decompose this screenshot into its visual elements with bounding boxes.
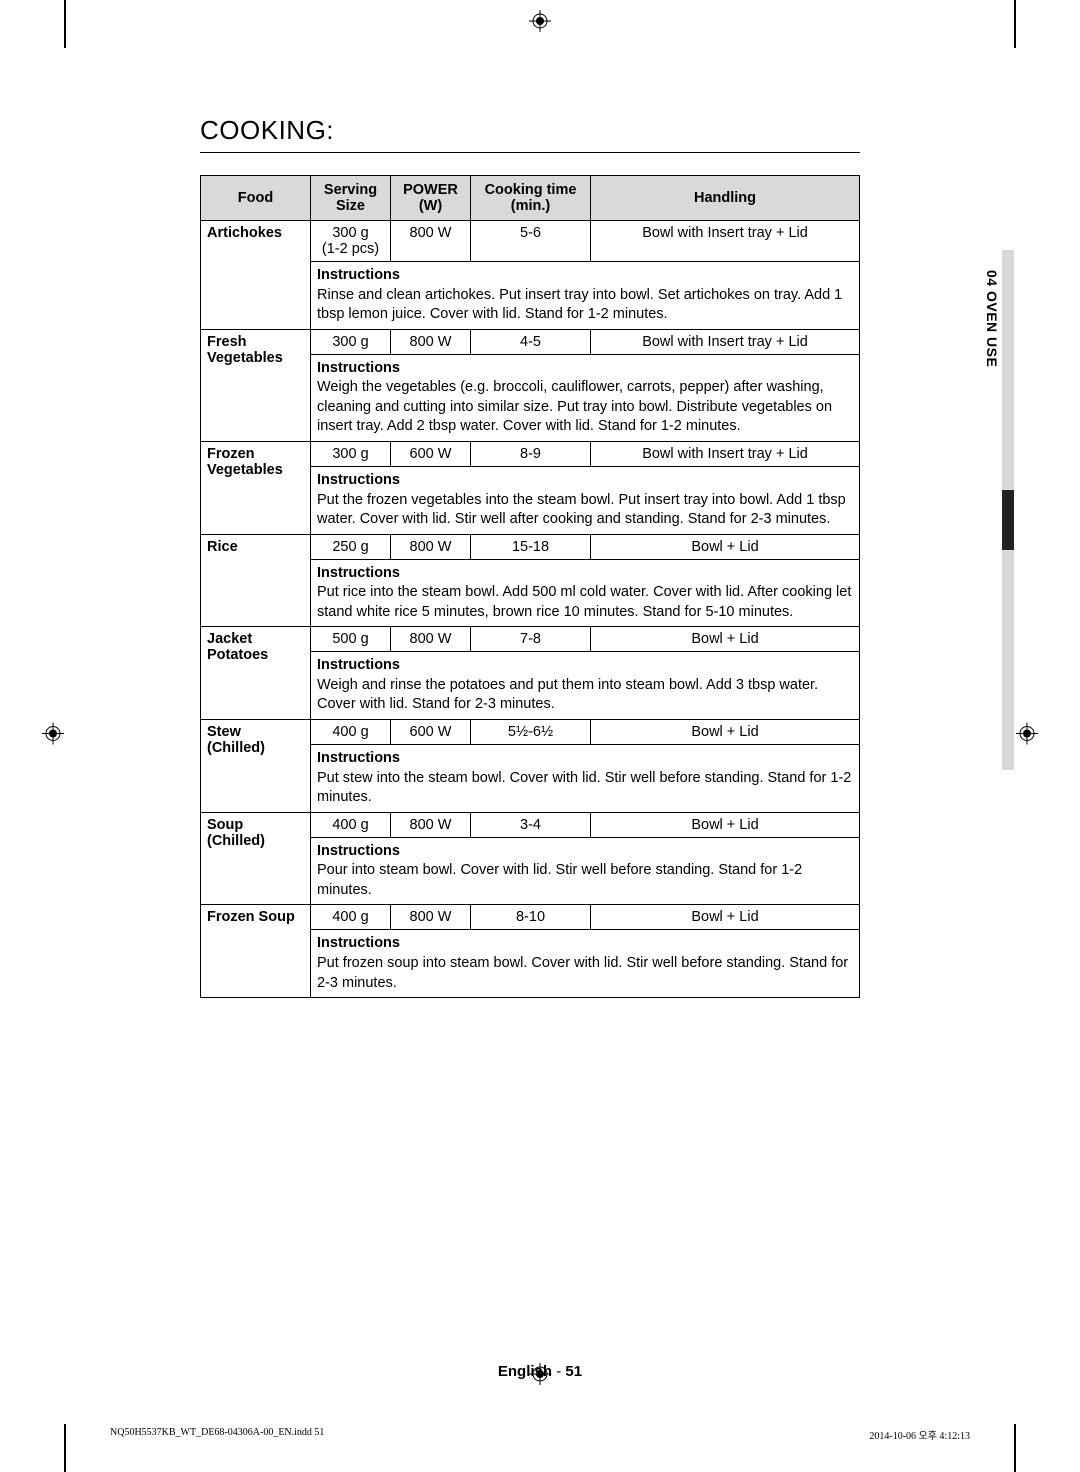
col-time: Cooking time (min.) xyxy=(471,176,591,221)
crop-mark xyxy=(1014,1424,1016,1472)
power: 800 W xyxy=(391,812,471,837)
power: 800 W xyxy=(391,534,471,559)
power: 800 W xyxy=(391,221,471,262)
section-tab: 04 OVEN USE xyxy=(984,270,1000,367)
footer-page: 51 xyxy=(565,1363,582,1380)
handling: Bowl + Lid xyxy=(591,627,860,652)
instructions: InstructionsWeigh and rinse the potatoes… xyxy=(311,652,860,720)
serving-size: 300 g xyxy=(311,441,391,466)
cooking-time: 5½-6½ xyxy=(471,720,591,745)
power: 800 W xyxy=(391,627,471,652)
crop-mark xyxy=(64,0,66,48)
serving-size: 500 g xyxy=(311,627,391,652)
cooking-time: 7-8 xyxy=(471,627,591,652)
print-time: 2014-10-06 오후 4:12:13 xyxy=(869,1427,970,1442)
col-food: Food xyxy=(201,176,311,221)
side-bar-marker xyxy=(1002,490,1014,550)
food-name: Stew(Chilled) xyxy=(201,720,311,813)
footer-lang: English xyxy=(498,1363,552,1380)
col-handling: Handling xyxy=(591,176,860,221)
cooking-time: 5-6 xyxy=(471,221,591,262)
print-info: NQ50H5537KB_WT_DE68-04306A-00_EN.indd 51… xyxy=(110,1427,970,1442)
serving-size: 400 g xyxy=(311,812,391,837)
handling: Bowl + Lid xyxy=(591,905,860,930)
power: 600 W xyxy=(391,720,471,745)
registration-mark-icon xyxy=(529,10,551,37)
instructions: InstructionsPut rice into the steam bowl… xyxy=(311,559,860,627)
page-title: COOKING: xyxy=(200,115,860,153)
food-name: Rice xyxy=(201,534,311,627)
food-name: Frozen Soup xyxy=(201,905,311,998)
power: 800 W xyxy=(391,329,471,354)
food-name: FrozenVegetables xyxy=(201,441,311,534)
food-name: JacketPotatoes xyxy=(201,627,311,720)
cooking-time: 8-9 xyxy=(471,441,591,466)
col-serving: Serving Size xyxy=(311,176,391,221)
food-name: FreshVegetables xyxy=(201,329,311,441)
handling: Bowl with Insert tray + Lid xyxy=(591,441,860,466)
instructions: InstructionsPut stew into the steam bowl… xyxy=(311,745,860,813)
cooking-table: Food Serving Size POWER (W) Cooking time… xyxy=(200,175,860,998)
instructions: InstructionsPut frozen soup into steam b… xyxy=(311,930,860,998)
handling: Bowl with Insert tray + Lid xyxy=(591,329,860,354)
handling: Bowl with Insert tray + Lid xyxy=(591,221,860,262)
serving-size: 300 g(1-2 pcs) xyxy=(311,221,391,262)
handling: Bowl + Lid xyxy=(591,720,860,745)
instructions: InstructionsRinse and clean artichokes. … xyxy=(311,262,860,330)
instructions: InstructionsPour into steam bowl. Cover … xyxy=(311,837,860,905)
food-name: Soup(Chilled) xyxy=(201,812,311,905)
serving-size: 400 g xyxy=(311,720,391,745)
power: 600 W xyxy=(391,441,471,466)
handling: Bowl + Lid xyxy=(591,534,860,559)
instructions: InstructionsPut the frozen vegetables in… xyxy=(311,466,860,534)
col-power: POWER (W) xyxy=(391,176,471,221)
registration-mark-icon xyxy=(42,723,64,750)
serving-size: 250 g xyxy=(311,534,391,559)
cooking-time: 8-10 xyxy=(471,905,591,930)
cooking-time: 3-4 xyxy=(471,812,591,837)
serving-size: 400 g xyxy=(311,905,391,930)
crop-mark xyxy=(64,1424,66,1472)
print-file: NQ50H5537KB_WT_DE68-04306A-00_EN.indd 51 xyxy=(110,1427,324,1442)
cooking-time: 4-5 xyxy=(471,329,591,354)
registration-mark-icon xyxy=(1016,723,1038,750)
cooking-time: 15-18 xyxy=(471,534,591,559)
page-content: COOKING: Food Serving Size POWER (W) Coo… xyxy=(200,115,860,998)
page-footer: English - 51 xyxy=(0,1363,1080,1380)
instructions: InstructionsWeigh the vegetables (e.g. b… xyxy=(311,354,860,441)
handling: Bowl + Lid xyxy=(591,812,860,837)
food-name: Artichokes xyxy=(201,221,311,330)
power: 800 W xyxy=(391,905,471,930)
crop-mark xyxy=(1014,0,1016,48)
serving-size: 300 g xyxy=(311,329,391,354)
